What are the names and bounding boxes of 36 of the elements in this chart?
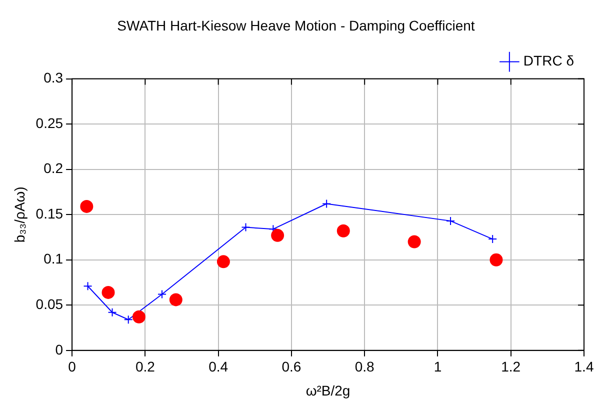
point (83, 282, 92, 291)
y-tick-label: 0.2 (44, 160, 64, 176)
point (271, 228, 284, 242)
point (132, 310, 146, 324)
x-tick-label: 0.4 (208, 358, 228, 375)
x-tick-label: 1 (434, 358, 442, 375)
legend-label: DTRC δ (523, 52, 574, 69)
point (169, 293, 182, 306)
point (158, 290, 167, 299)
y-tick-label: 0.25 (36, 114, 64, 131)
x-tick-label: 0 (68, 358, 76, 375)
point (108, 308, 117, 317)
y-tick-label: 0.05 (36, 296, 64, 312)
point (102, 286, 115, 299)
y-axis-title: b₃₃/ρAω) (11, 186, 28, 243)
y-tick-label: 0.15 (36, 205, 64, 222)
x-tick-label: 0.8 (354, 358, 375, 375)
y-tick-label: 0 (55, 341, 64, 358)
chart-title: SWATH Hart-Kiesow Heave Motion - Damping Coefficient (117, 17, 475, 34)
x-tick-label: 0.6 (282, 358, 302, 375)
point (336, 224, 350, 238)
point (408, 235, 421, 248)
point (446, 216, 456, 226)
x-tick-label: 1.2 (501, 358, 521, 375)
x-tick-label: 0.2 (135, 358, 156, 375)
point (80, 200, 94, 213)
point (490, 253, 503, 266)
point (216, 255, 230, 268)
point (241, 222, 250, 232)
point (124, 315, 133, 324)
x-axis-title: ω²B/2g (306, 382, 350, 398)
y-tick-label: 0.3 (44, 70, 64, 86)
y-tick-label: 0.1 (44, 250, 64, 267)
point (488, 234, 498, 244)
x-tick-label: 1.4 (574, 358, 594, 375)
point (322, 199, 332, 208)
